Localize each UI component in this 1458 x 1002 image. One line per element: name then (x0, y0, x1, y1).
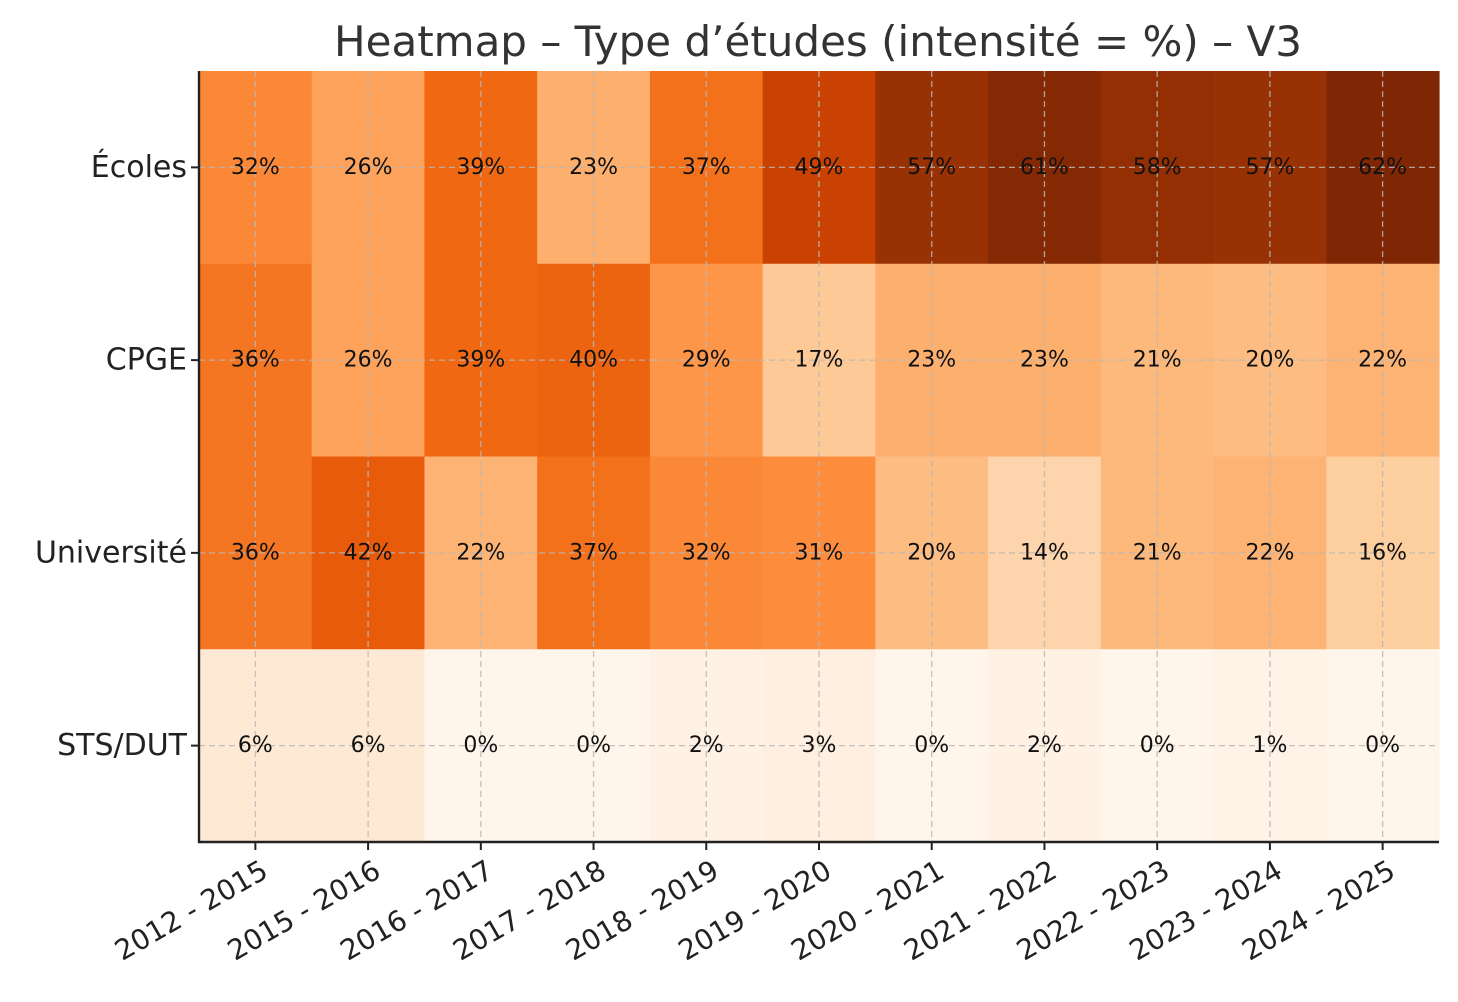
cell-value-label: 0% (914, 733, 949, 758)
cell-value-label: 42% (344, 540, 393, 565)
cell-value-label: 61% (1020, 155, 1069, 180)
cell-value-label: 32% (231, 155, 280, 180)
cell-value-label: 22% (1358, 348, 1407, 373)
cell-value-label: 2% (689, 733, 724, 758)
cell-value-label: 6% (351, 733, 386, 758)
cell-value-label: 40% (569, 348, 618, 373)
cell-value-label: 37% (682, 155, 731, 180)
cell-value-label: 22% (456, 540, 505, 565)
cell-value-label: 23% (569, 155, 618, 180)
cell-value-label: 36% (231, 348, 280, 373)
cell-value-label: 0% (1365, 733, 1400, 758)
cell-value-label: 57% (907, 155, 956, 180)
y-axis-ticks: Écoles CPGE Université STS/DUT (35, 149, 199, 763)
grid-lines (199, 71, 1439, 842)
cell-value-label: 6% (238, 733, 273, 758)
cell-value-labels: 32% 26% 39% 23% 37% 49% 57% 61% 58% 57% 62% 36% 26% 3… (231, 155, 1407, 758)
cell-value-label: 20% (907, 540, 956, 565)
cell-value-label: 39% (456, 155, 505, 180)
chart-title: Heatmap – Type d’études (intensité = %) … (334, 17, 1302, 66)
cell-value-label: 21% (1133, 540, 1182, 565)
y-tick-label: CPGE (106, 343, 187, 378)
cell-value-label: 23% (907, 348, 956, 373)
cell-value-label: 16% (1358, 540, 1407, 565)
cell-value-label: 37% (569, 540, 618, 565)
cell-value-label: 1% (1252, 733, 1287, 758)
cell-value-label: 26% (344, 155, 393, 180)
cell-value-label: 2% (1027, 733, 1062, 758)
cell-value-label: 0% (576, 733, 611, 758)
cell-value-label: 0% (1140, 733, 1175, 758)
cell-value-label: 29% (682, 348, 731, 373)
y-tick-label: STS/DUT (57, 728, 188, 763)
cell-value-label: 31% (795, 540, 844, 565)
cell-value-label: 58% (1133, 155, 1182, 180)
cell-value-label: 17% (795, 348, 844, 373)
cell-value-label: 62% (1358, 155, 1407, 180)
y-tick-label: Université (35, 535, 187, 570)
cell-value-label: 57% (1245, 155, 1294, 180)
cell-value-label: 26% (344, 348, 393, 373)
cell-value-label: 49% (795, 155, 844, 180)
y-tick-label: Écoles (91, 149, 187, 185)
cell-value-label: 39% (456, 348, 505, 373)
cell-value-label: 14% (1020, 540, 1069, 565)
cell-value-label: 23% (1020, 348, 1069, 373)
cell-value-label: 22% (1245, 540, 1294, 565)
cell-value-label: 20% (1245, 348, 1294, 373)
cell-value-label: 21% (1133, 348, 1182, 373)
cell-value-label: 0% (463, 733, 498, 758)
cell-value-label: 32% (682, 540, 731, 565)
cell-value-label: 36% (231, 540, 280, 565)
cell-value-label: 3% (802, 733, 837, 758)
